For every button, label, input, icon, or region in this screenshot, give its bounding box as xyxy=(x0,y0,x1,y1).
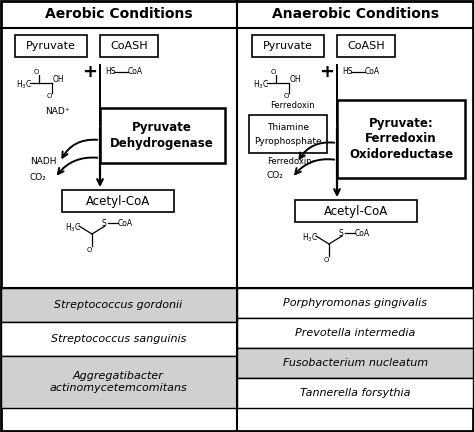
Bar xyxy=(100,35,158,57)
Text: +: + xyxy=(319,63,335,81)
Text: CO₂: CO₂ xyxy=(30,174,47,182)
Text: $\mathsf{H_3C}$: $\mathsf{H_3C}$ xyxy=(16,79,32,91)
Text: O: O xyxy=(270,69,276,75)
Bar xyxy=(1,356,237,408)
Text: Thiamine: Thiamine xyxy=(267,124,309,133)
Text: Ferredoxin: Ferredoxin xyxy=(270,101,314,109)
Text: Aerobic Conditions: Aerobic Conditions xyxy=(45,7,192,21)
Text: OH: OH xyxy=(290,74,301,83)
Bar xyxy=(1,322,237,356)
Bar xyxy=(15,35,87,57)
Text: CoA: CoA xyxy=(355,229,370,238)
Text: CoA: CoA xyxy=(118,219,133,228)
Bar xyxy=(100,108,225,163)
Text: CO₂: CO₂ xyxy=(267,172,284,181)
Text: $\mathsf{H_3C}$: $\mathsf{H_3C}$ xyxy=(302,232,319,244)
Text: Acetyl-CoA: Acetyl-CoA xyxy=(324,204,388,217)
Bar xyxy=(62,190,174,212)
Text: S: S xyxy=(101,219,106,228)
Bar xyxy=(237,288,473,318)
Text: $\mathsf{H_3C}$: $\mathsf{H_3C}$ xyxy=(253,79,269,91)
Text: Pyruvate
Dehydrogenase: Pyruvate Dehydrogenase xyxy=(110,121,214,149)
Text: Anaerobic Conditions: Anaerobic Conditions xyxy=(272,7,439,21)
Bar xyxy=(252,35,324,57)
Text: Aggregatibacter
actinomycetemcomitans: Aggregatibacter actinomycetemcomitans xyxy=(50,371,187,393)
Text: Streptococcus sanguinis: Streptococcus sanguinis xyxy=(51,334,186,344)
Text: Fusobacterium nucleatum: Fusobacterium nucleatum xyxy=(283,358,428,368)
Text: Tannerella forsythia: Tannerella forsythia xyxy=(300,388,411,398)
Text: Acetyl-CoA: Acetyl-CoA xyxy=(86,194,150,207)
Text: Porphyromonas gingivalis: Porphyromonas gingivalis xyxy=(283,298,428,308)
Text: OH: OH xyxy=(53,74,64,83)
Text: CoASH: CoASH xyxy=(347,41,385,51)
Text: +: + xyxy=(82,63,98,81)
Text: O: O xyxy=(33,69,39,75)
Text: Ferredoxin⁻: Ferredoxin⁻ xyxy=(267,158,316,166)
Text: HS: HS xyxy=(105,67,116,76)
Text: Prevotella intermedia: Prevotella intermedia xyxy=(295,328,416,338)
Text: NADH: NADH xyxy=(30,158,56,166)
Bar xyxy=(237,318,473,348)
Bar xyxy=(337,35,395,57)
Text: Pyrophosphate: Pyrophosphate xyxy=(254,137,322,146)
Text: Pyruvate: Pyruvate xyxy=(263,41,313,51)
Text: HS: HS xyxy=(342,67,353,76)
Text: CoA: CoA xyxy=(365,67,380,76)
Bar xyxy=(295,200,417,222)
Text: NAD⁺: NAD⁺ xyxy=(46,108,70,117)
Bar xyxy=(337,100,465,178)
Text: Pyruvate: Pyruvate xyxy=(26,41,76,51)
Text: CoA: CoA xyxy=(128,67,143,76)
Text: Pyruvate:
Ferredoxin
Oxidoreductase: Pyruvate: Ferredoxin Oxidoreductase xyxy=(349,117,453,162)
Text: O: O xyxy=(86,247,91,253)
Bar xyxy=(237,378,473,408)
Text: O: O xyxy=(283,93,289,99)
Text: CoASH: CoASH xyxy=(110,41,148,51)
Bar xyxy=(249,115,327,153)
Text: Streptococcus gordonii: Streptococcus gordonii xyxy=(55,300,182,310)
Bar xyxy=(1,288,237,322)
Text: O: O xyxy=(323,257,328,263)
Bar xyxy=(237,348,473,378)
Text: O: O xyxy=(46,93,52,99)
Text: $\mathsf{H_3C}$: $\mathsf{H_3C}$ xyxy=(65,222,82,234)
Text: S: S xyxy=(338,229,343,238)
